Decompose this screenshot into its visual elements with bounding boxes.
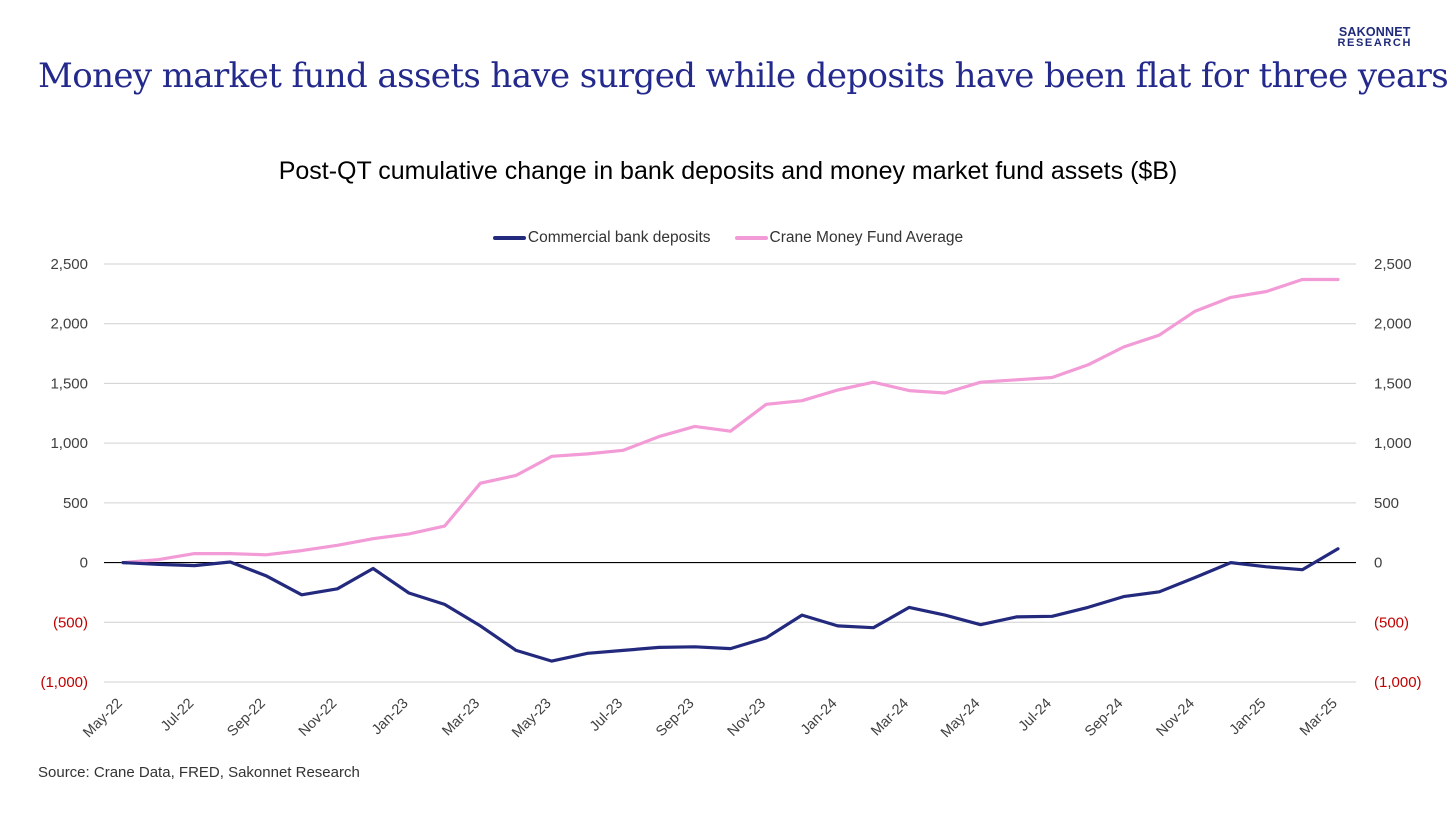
- x-tick-label: Nov-22: [296, 696, 340, 740]
- y-tick-label-right: 1,500: [1374, 375, 1412, 392]
- source-note: Source: Crane Data, FRED, Sakonnet Resea…: [38, 764, 360, 781]
- x-tick-label: May-22: [80, 696, 126, 742]
- legend-item-mmf: Crane Money Fund Average: [734, 229, 964, 247]
- y-tick-label-left: 2,500: [50, 256, 88, 273]
- x-tick-label: Mar-23: [439, 696, 483, 740]
- y-tick-label-right: 2,500: [1374, 256, 1412, 273]
- chart-title: Post-QT cumulative change in bank deposi…: [278, 157, 1178, 185]
- y-tick-label-left: (500): [53, 614, 88, 631]
- x-tick-label: Jul-24: [1016, 696, 1055, 735]
- y-tick-label-left: 1,000: [50, 435, 88, 452]
- y-tick-label-left: 0: [80, 555, 88, 572]
- x-tick-label: Jan-25: [1227, 696, 1270, 739]
- y-tick-label-right: (1,000): [1374, 674, 1422, 691]
- y-tick-label-left: 2,000: [50, 316, 88, 333]
- legend-label-mmf: Crane Money Fund Average: [769, 229, 964, 246]
- x-tick-label: Mar-25: [1297, 696, 1341, 740]
- x-tick-label: May-24: [938, 696, 984, 742]
- x-tick-label: Nov-23: [725, 696, 769, 740]
- chart-legend: Commercial bank deposits Crane Money Fun…: [0, 229, 1456, 247]
- series-line-deposits: [121, 547, 1340, 663]
- legend-label-deposits: Commercial bank deposits: [527, 229, 711, 246]
- brand-logo-line1: SAKONNET: [1338, 25, 1411, 39]
- x-tick-label: Sep-22: [224, 696, 268, 740]
- y-tick-label-left: 1,500: [50, 375, 88, 392]
- x-tick-label: Sep-23: [653, 696, 697, 740]
- y-tick-label-left: (1,000): [40, 674, 88, 691]
- x-tick-label: May-23: [509, 696, 555, 742]
- series-line-mmf: [121, 277, 1340, 565]
- y-tick-label-right: (500): [1374, 614, 1409, 631]
- legend-swatch-deposits: [492, 236, 526, 240]
- x-tick-label: Nov-24: [1154, 696, 1198, 740]
- brand-logo-line2: RESEARCH: [1337, 37, 1412, 49]
- x-tick-label: Jan-24: [798, 696, 841, 739]
- legend-swatch-mmf: [734, 236, 768, 240]
- x-tick-label: Jul-23: [587, 696, 626, 735]
- legend-item-deposits: Commercial bank deposits: [492, 229, 711, 247]
- y-tick-label-right: 500: [1374, 495, 1399, 512]
- brand-logo: SAKONNET RESEARCH: [1337, 25, 1412, 49]
- x-tick-label: Mar-24: [868, 696, 912, 740]
- y-tick-label-right: 0: [1374, 555, 1382, 572]
- page-headline: Money market fund assets have surged whi…: [38, 56, 1449, 96]
- x-tick-label: Sep-24: [1082, 696, 1126, 740]
- x-tick-label: Jan-23: [369, 696, 412, 739]
- y-tick-label-right: 1,000: [1374, 435, 1412, 452]
- x-tick-label: Jul-22: [158, 696, 197, 735]
- y-tick-label-left: 500: [63, 495, 88, 512]
- y-tick-label-right: 2,000: [1374, 316, 1412, 333]
